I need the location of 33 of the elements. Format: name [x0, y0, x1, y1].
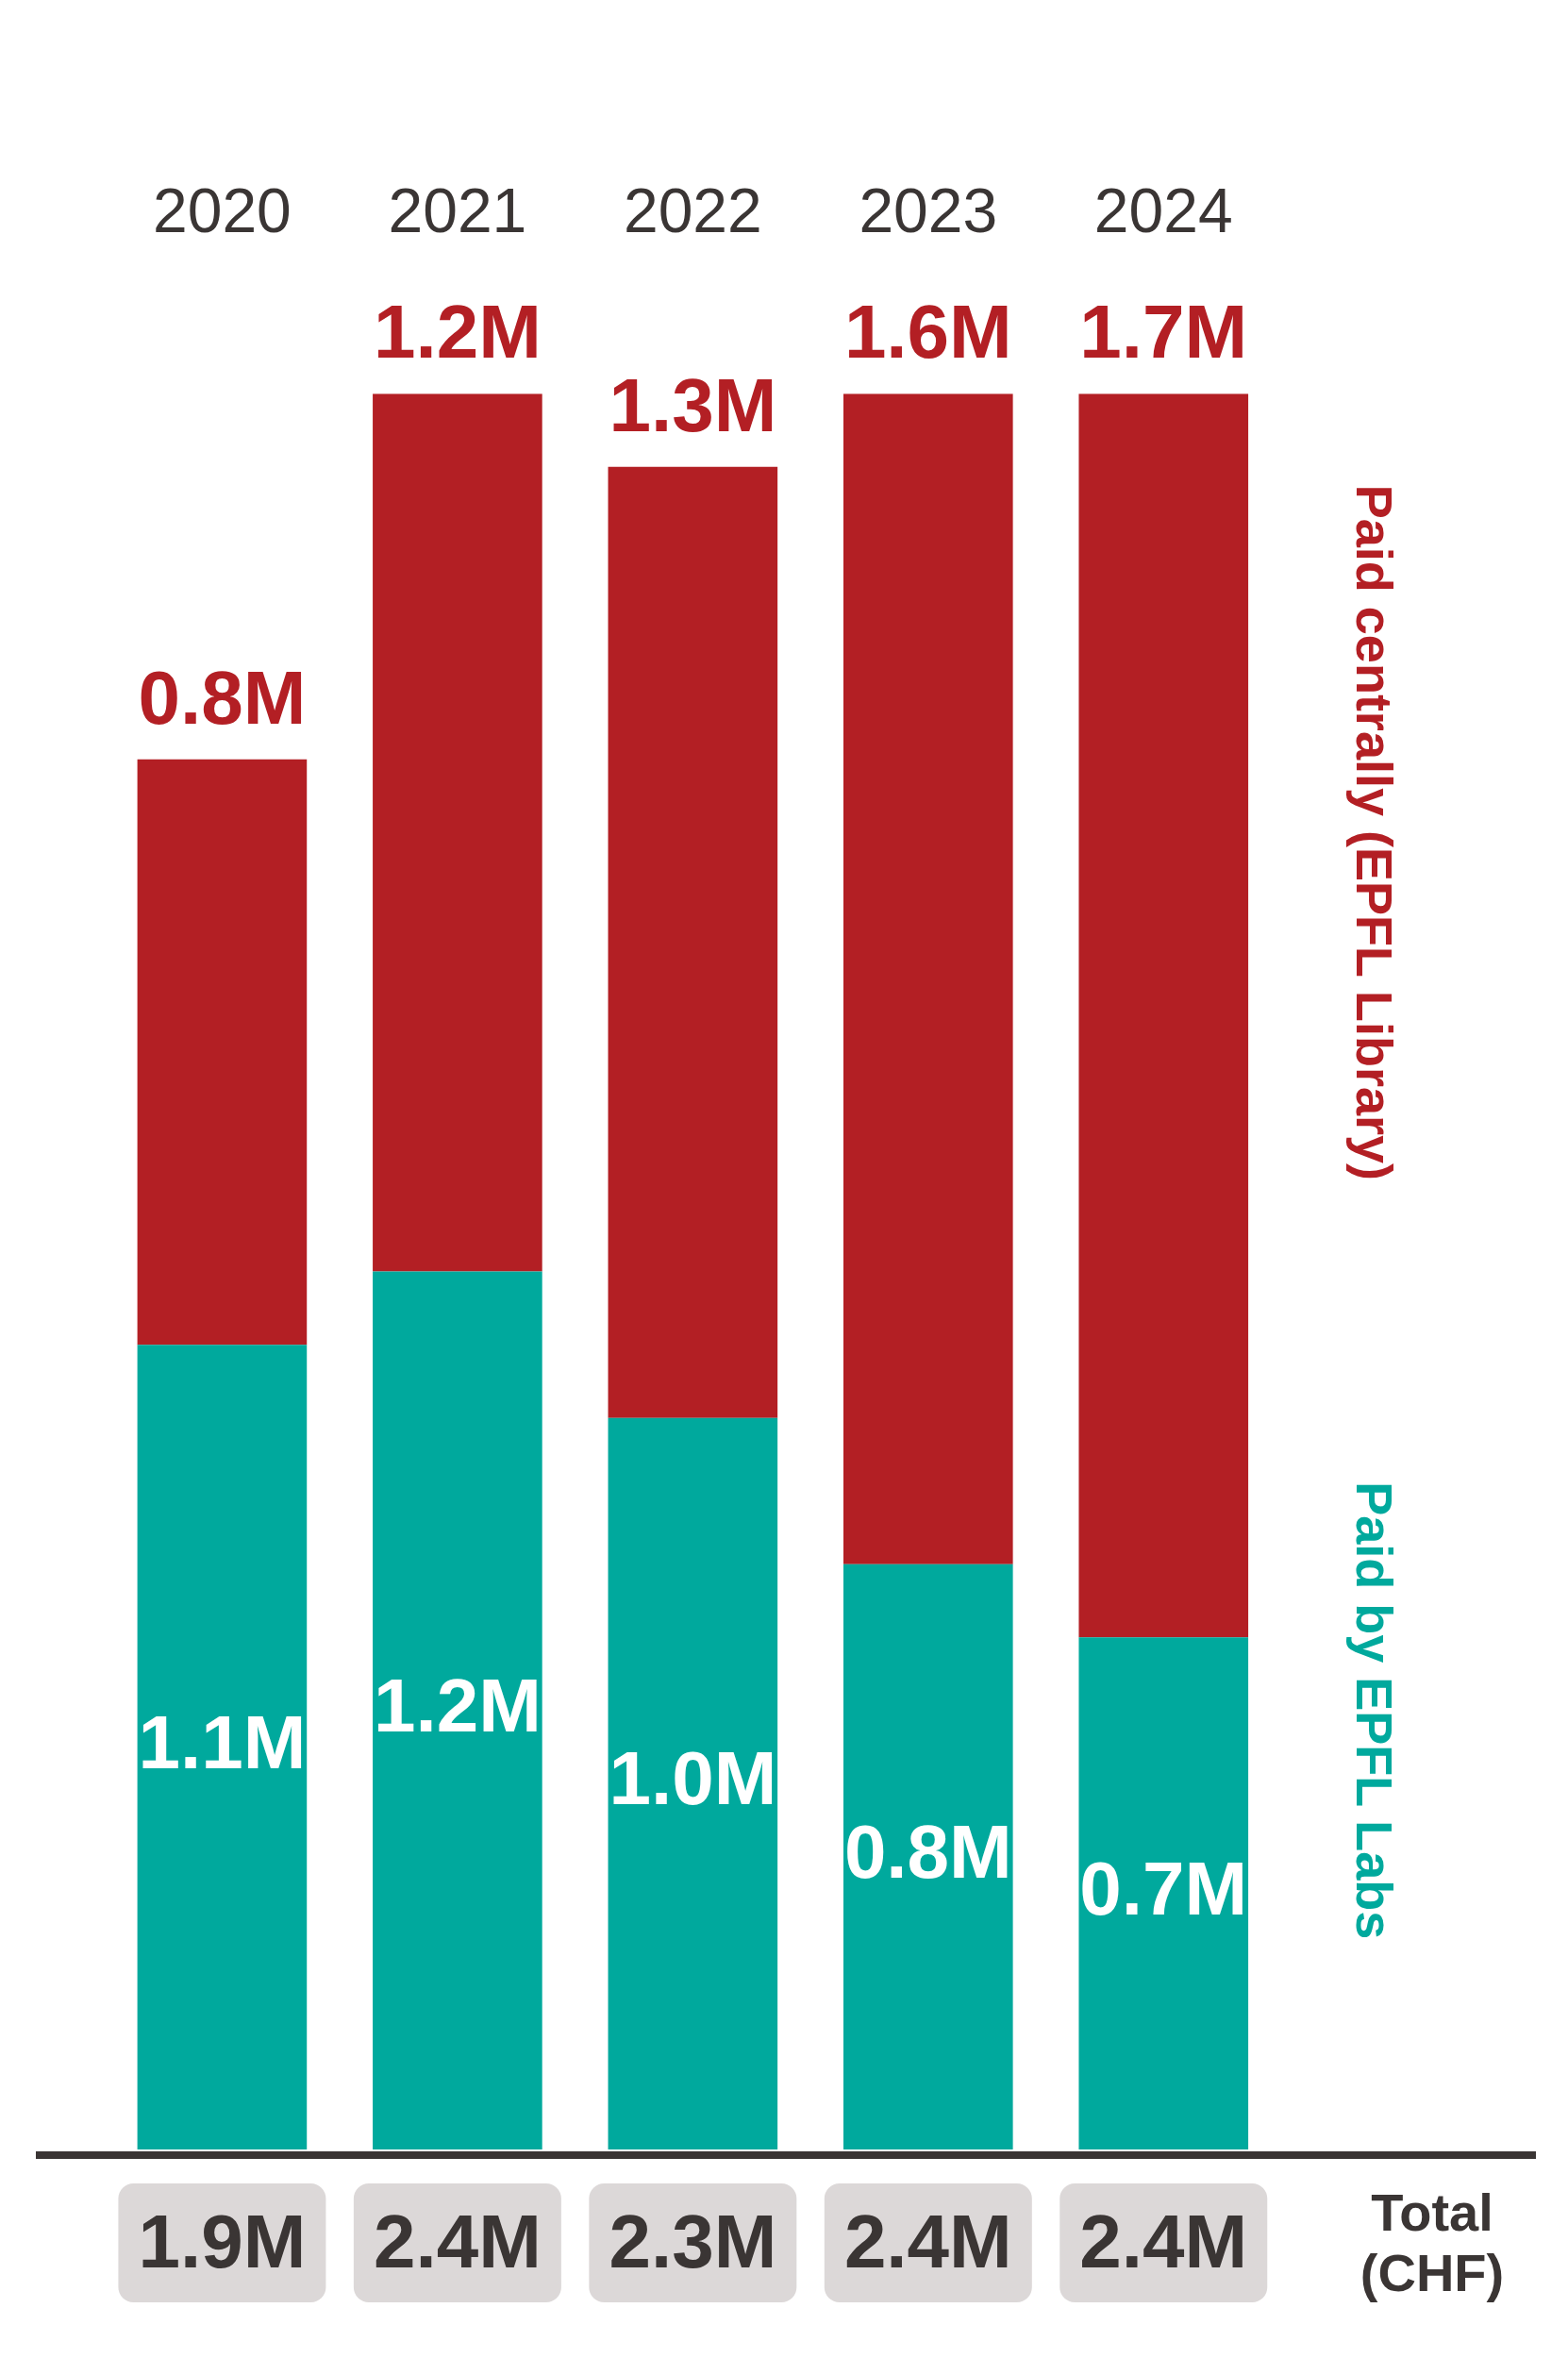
bar	[843, 393, 1013, 1564]
x-tick-label: 2024	[1093, 175, 1233, 245]
bar	[608, 466, 778, 1418]
total-label: 2.4M	[843, 2199, 1012, 2284]
bar	[137, 1345, 308, 2149]
bar	[843, 1564, 1013, 2149]
data-label: 0.8M	[843, 1809, 1012, 1894]
total-label: 2.4M	[1079, 2199, 1248, 2284]
data-label: 1.3M	[609, 362, 777, 447]
total-label: 2.3M	[609, 2199, 777, 2284]
data-label: 1.7M	[1079, 290, 1248, 375]
bar	[1078, 1637, 1249, 2149]
text: Paid by EPFL Labs	[1346, 1481, 1404, 1940]
bar	[373, 1271, 542, 2149]
text: Paid centrally (EPFL Library)	[1346, 484, 1404, 1181]
bar	[373, 393, 542, 1272]
x-tick-label: 2021	[388, 175, 527, 245]
bar	[608, 1417, 778, 2149]
data-label: 1.1M	[138, 1699, 307, 1784]
data-label: 1.2M	[373, 290, 542, 375]
data-label: 0.8M	[138, 655, 307, 740]
x-tick-label: 2020	[153, 175, 292, 245]
data-label: 1.2M	[373, 1663, 542, 1748]
data-label: 0.7M	[1079, 1846, 1248, 1931]
data-label: 1.0M	[609, 1736, 777, 1821]
text: Total (CHF)	[1359, 2182, 1505, 2303]
total-label: 2.4M	[373, 2199, 542, 2284]
bar	[137, 759, 308, 1346]
x-tick-label: 2023	[859, 175, 998, 245]
bar	[1078, 393, 1249, 1638]
data-label: 1.6M	[843, 290, 1012, 375]
total-label: 1.9M	[138, 2199, 307, 2284]
x-tick-label: 2022	[623, 175, 762, 245]
